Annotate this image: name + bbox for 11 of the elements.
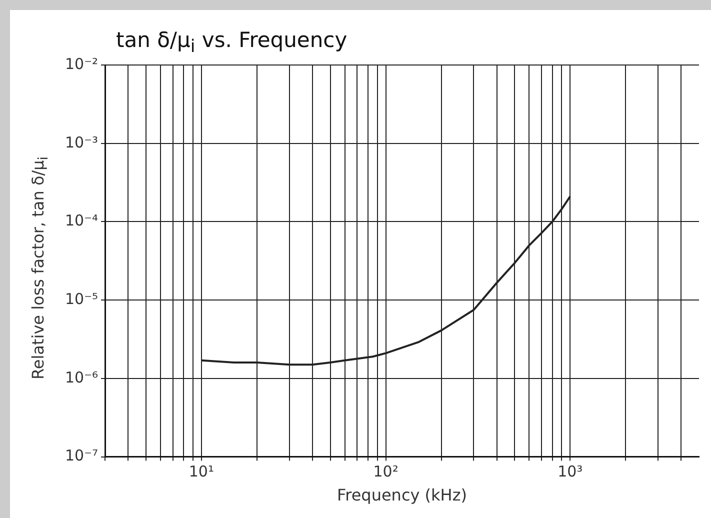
y-tick-label: 10⁻⁶ [64, 368, 98, 386]
y-tick-label: 10⁻⁷ [64, 446, 98, 465]
chart-title: tan δ/μ$_{i}$ vs. Frequency [116, 28, 348, 58]
x-tick-label: 10³ [558, 462, 583, 481]
y-tick-label: 10⁻⁴ [64, 212, 98, 230]
y-tick-label: 10⁻² [64, 54, 98, 73]
y-tick-label: 10⁻⁵ [64, 290, 98, 308]
x-tick-label: 10¹ [188, 462, 214, 481]
x-axis-title: Frequency (kHz) [337, 486, 467, 505]
x-tick-label: 10² [373, 462, 398, 481]
y-tick-label: 10⁻³ [64, 133, 98, 152]
